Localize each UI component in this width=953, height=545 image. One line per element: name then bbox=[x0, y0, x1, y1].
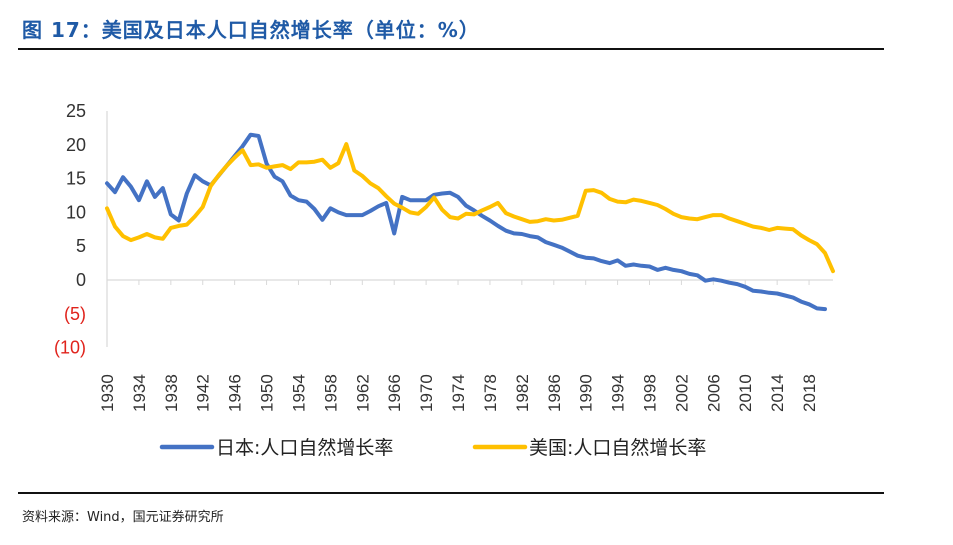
y-tick-label: (5) bbox=[64, 304, 86, 324]
x-tick-label: 1942 bbox=[194, 374, 213, 412]
y-tick-label: 5 bbox=[76, 236, 86, 256]
x-tick-label: 1938 bbox=[162, 374, 181, 412]
x-tick-label: 2006 bbox=[704, 374, 723, 412]
y-tick-label: 15 bbox=[66, 169, 86, 189]
x-tick-label: 1978 bbox=[481, 374, 500, 412]
x-tick-label: 2014 bbox=[768, 374, 787, 412]
x-tick-label: 1962 bbox=[353, 374, 372, 412]
x-tick-label: 2010 bbox=[736, 374, 755, 412]
x-tick-label: 1930 bbox=[98, 374, 117, 412]
title-divider bbox=[18, 48, 884, 50]
x-tick-label: 2018 bbox=[800, 374, 819, 412]
y-tick-label: (10) bbox=[54, 338, 86, 358]
x-tick-label: 1958 bbox=[321, 374, 340, 412]
x-tick-label: 1934 bbox=[130, 374, 149, 412]
x-tick-label: 1990 bbox=[577, 374, 596, 412]
series-lines bbox=[105, 132, 835, 312]
legend-item-japan-label: 日本:人口自然增长率 bbox=[216, 437, 393, 459]
y-tick-label: 10 bbox=[66, 202, 86, 222]
series-line-japan bbox=[105, 132, 827, 312]
y-tick-label: 0 bbox=[76, 270, 86, 290]
source-note: 资料来源：Wind，国元证券研究所 bbox=[22, 510, 224, 525]
x-tick-label: 2002 bbox=[672, 374, 691, 412]
page-title: 图 17：美国及日本人口自然增长率（单位：%） bbox=[22, 18, 480, 42]
x-tick-label: 1974 bbox=[449, 374, 468, 412]
legend-item-usa-label: 美国:人口自然增长率 bbox=[529, 437, 706, 459]
x-tick-label: 1986 bbox=[545, 374, 564, 412]
footer-divider bbox=[18, 492, 884, 494]
x-tick-label: 1998 bbox=[641, 374, 660, 412]
x-tick-label: 1966 bbox=[385, 374, 404, 412]
x-tick-label: 1950 bbox=[258, 374, 277, 412]
x-axis: 1930 1934 1938 1942 1946 1950 1954 1958 1962 1966… bbox=[98, 280, 819, 412]
x-tick-label: 1970 bbox=[417, 374, 436, 412]
x-tick-label: 1954 bbox=[289, 374, 308, 412]
x-tick-label: 1982 bbox=[513, 374, 532, 412]
x-tick-label: 1994 bbox=[609, 374, 628, 412]
y-tick-label: 25 bbox=[66, 101, 86, 121]
y-tick-label: 20 bbox=[66, 135, 86, 155]
legend: 日本:人口自然增长率 美国:人口自然增长率 bbox=[159, 437, 706, 459]
series-line-usa bbox=[105, 142, 835, 274]
x-tick-label: 1946 bbox=[226, 374, 245, 412]
